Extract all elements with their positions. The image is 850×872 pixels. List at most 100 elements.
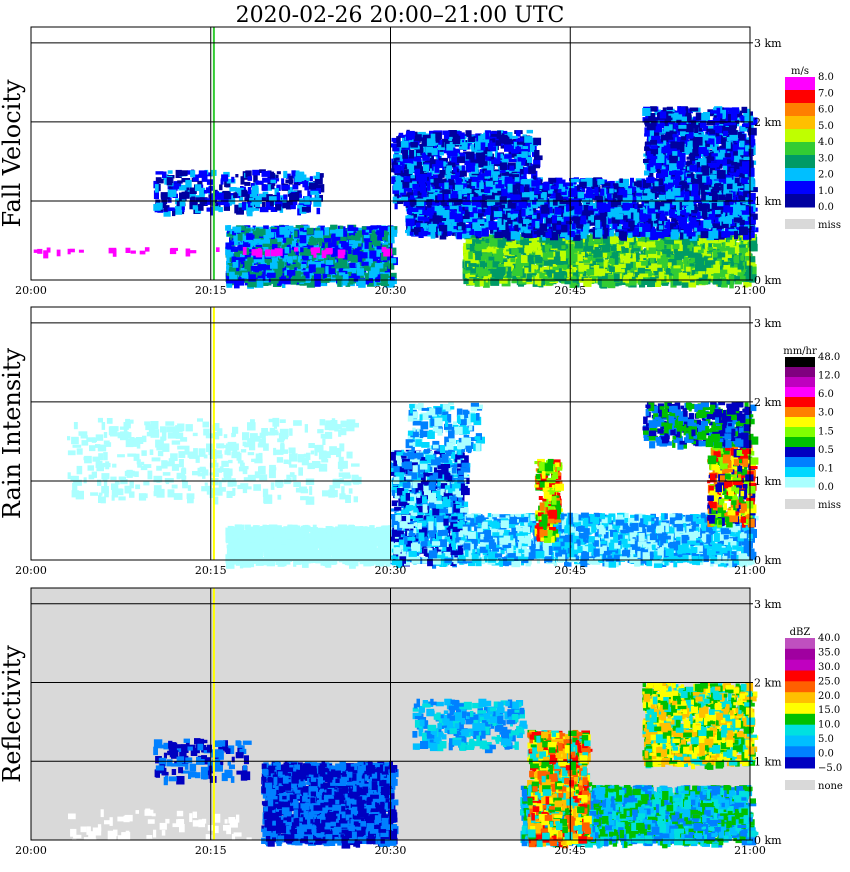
x-tick-label: 20:45 — [554, 844, 586, 857]
colorbar-missing-label: none — [818, 781, 843, 792]
colorbar-label: 4.0 — [818, 137, 834, 148]
colorbar-swatch — [785, 467, 815, 478]
colorbar-swatch — [785, 746, 815, 757]
colorbar-label: 25.0 — [818, 676, 840, 687]
colorbar-swatch — [785, 692, 815, 703]
colorbar-swatch — [785, 377, 815, 388]
colorbar-swatch — [785, 129, 815, 143]
x-tick-label: 20:00 — [15, 844, 47, 857]
colorbar-title: m/s — [791, 66, 809, 77]
x-tick-label: 20:30 — [375, 564, 407, 577]
colorbar-label: 48.0 — [818, 352, 840, 363]
y-tick-label: 1 km — [754, 195, 782, 208]
spike-line — [213, 307, 215, 560]
colorbar-label: 3.0 — [818, 408, 834, 419]
x-tick-label: 20:30 — [375, 284, 407, 297]
colorbar-label: −5.0 — [818, 763, 842, 774]
colorbar-swatch — [785, 649, 815, 660]
colorbar-swatch — [785, 116, 815, 130]
colorbar-label: 5.0 — [818, 121, 834, 132]
colorbar-swatch — [785, 367, 815, 378]
y-tick-label: 3 km — [754, 37, 782, 50]
y-tick-label: 3 km — [754, 317, 782, 330]
colorbar-label: 6.0 — [818, 389, 834, 400]
colorbar-swatch — [785, 77, 815, 91]
colorbar-swatch — [785, 387, 815, 398]
colorbar-label: 3.0 — [818, 153, 834, 164]
x-tick-label: 20:00 — [15, 284, 47, 297]
colorbar-swatch — [785, 660, 815, 671]
colorbar-label: 15.0 — [818, 705, 840, 716]
y-tick-label: 0 km — [754, 554, 782, 567]
y-tick-label: 1 km — [754, 755, 782, 768]
colorbar-missing-label: miss — [818, 500, 841, 511]
y-axis-label: Reflectivity — [0, 645, 26, 783]
colorbar-label: 10.0 — [818, 720, 840, 731]
x-tick-label: 20:30 — [375, 844, 407, 857]
y-tick-label: 0 km — [754, 834, 782, 847]
x-tick-label: 20:45 — [554, 564, 586, 577]
spike-line — [213, 27, 215, 280]
x-tick-label: 20:45 — [554, 284, 586, 297]
y-axis-label: Fall Velocity — [0, 79, 26, 228]
y-tick-label: 2 km — [754, 677, 782, 690]
colorbar-swatch — [785, 181, 815, 195]
colorbar-label: 0.0 — [818, 749, 834, 760]
y-tick-label: 2 km — [754, 116, 782, 129]
colorbar-swatch — [785, 142, 815, 156]
figure-title: 2020-02-26 20:00–21:00 UTC — [236, 3, 565, 28]
colorbar-label: 20.0 — [818, 691, 840, 702]
colorbar-swatch — [785, 407, 815, 418]
colorbar-swatch — [785, 714, 815, 725]
colorbar-swatch — [785, 681, 815, 692]
colorbar-swatch — [785, 638, 815, 649]
colorbar-swatch — [785, 155, 815, 169]
colorbar-label: 12.0 — [818, 371, 840, 382]
y-axis-label: Rain Intensity — [0, 348, 26, 520]
colorbar-swatch — [785, 397, 815, 408]
colorbar-swatch — [785, 103, 815, 117]
colorbar-label: 40.0 — [818, 633, 840, 644]
colorbar-label: 0.0 — [818, 482, 834, 493]
colorbar-swatch — [785, 725, 815, 736]
colorbar-label: 0.5 — [818, 445, 834, 456]
colorbar-label: 5.0 — [818, 734, 834, 745]
colorbar-swatch — [785, 736, 815, 747]
colorbar-label: 8.0 — [818, 72, 834, 83]
colorbar-missing-swatch — [785, 780, 815, 790]
colorbar-label: 7.0 — [818, 88, 834, 99]
colorbar-swatch — [785, 757, 815, 768]
x-tick-label: 20:15 — [195, 284, 227, 297]
colorbar-swatch — [785, 703, 815, 714]
colorbar-title: mm/hr — [783, 346, 817, 357]
x-tick-label: 20:15 — [195, 844, 227, 857]
colorbar-swatch — [785, 357, 815, 368]
colorbar-missing-swatch — [785, 219, 815, 229]
colorbar-swatch — [785, 194, 815, 208]
colorbar-missing-swatch — [785, 499, 815, 509]
colorbar-swatch — [785, 671, 815, 682]
colorbar-swatch — [785, 417, 815, 428]
colorbar-label: 0.1 — [818, 463, 834, 474]
colorbar-swatch — [785, 90, 815, 104]
colorbar-swatch — [785, 447, 815, 458]
colorbar-label: 30.0 — [818, 662, 840, 673]
colorbar-label: 1.0 — [818, 186, 834, 197]
spike-line — [213, 588, 215, 840]
colorbar-label: 1.5 — [818, 426, 834, 437]
y-tick-label: 1 km — [754, 475, 782, 488]
y-tick-label: 0 km — [754, 274, 782, 287]
colorbar-swatch — [785, 457, 815, 468]
colorbar-swatch — [785, 477, 815, 488]
colorbar-label: 2.0 — [818, 170, 834, 181]
y-tick-label: 2 km — [754, 396, 782, 409]
colorbar-label: 35.0 — [818, 647, 840, 658]
colorbar-missing-label: miss — [818, 220, 841, 231]
y-tick-label: 3 km — [754, 598, 782, 611]
colorbar-title: dBZ — [790, 627, 811, 638]
